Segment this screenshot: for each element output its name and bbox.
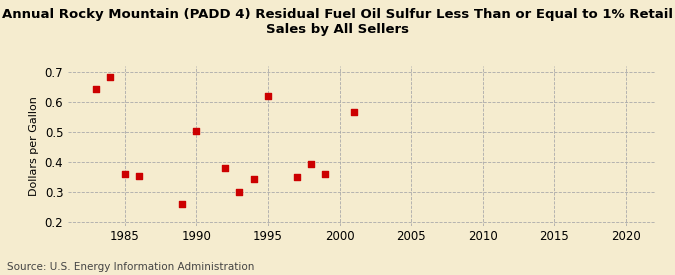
Point	[306, 162, 317, 166]
Point	[134, 174, 144, 178]
Point	[177, 202, 188, 207]
Point	[292, 175, 302, 180]
Point	[191, 128, 202, 133]
Point	[119, 172, 130, 176]
Point	[263, 94, 273, 98]
Point	[90, 86, 101, 91]
Text: Annual Rocky Mountain (PADD 4) Residual Fuel Oil Sulfur Less Than or Equal to 1%: Annual Rocky Mountain (PADD 4) Residual …	[2, 8, 673, 36]
Point	[105, 74, 116, 79]
Point	[219, 166, 230, 170]
Text: Source: U.S. Energy Information Administration: Source: U.S. Energy Information Administ…	[7, 262, 254, 272]
Point	[348, 110, 359, 114]
Y-axis label: Dollars per Gallon: Dollars per Gallon	[29, 96, 39, 196]
Point	[320, 172, 331, 176]
Point	[248, 177, 259, 181]
Point	[234, 190, 245, 195]
